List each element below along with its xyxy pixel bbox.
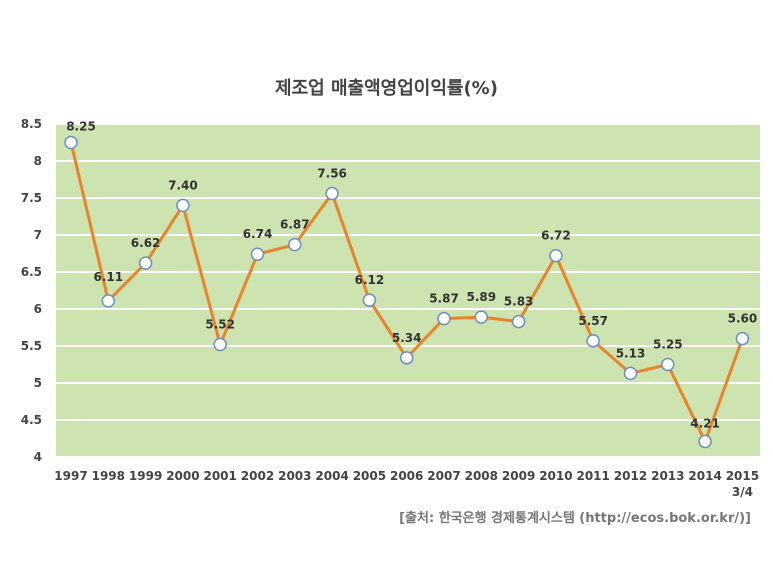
data-label: 6.11 [93, 270, 123, 284]
data-point [362, 293, 377, 307]
data-point [511, 314, 526, 329]
data-point [138, 256, 153, 270]
x-tick-label: 2009 [502, 469, 535, 483]
x-tick-label: 2000 [166, 469, 199, 483]
chart-title: 제조업 매출액영업이익률(%) [275, 78, 498, 99]
data-point [661, 357, 675, 372]
x-tick-label: 3/4 [732, 485, 753, 499]
data-point [586, 334, 600, 348]
data-label: 5.34 [392, 331, 422, 345]
y-tick-label: 5 [34, 376, 42, 390]
data-label: 5.57 [578, 314, 608, 328]
data-point [474, 310, 489, 324]
data-point [288, 237, 302, 252]
x-tick-label: 2005 [353, 469, 386, 483]
x-tick-label: 2001 [203, 469, 236, 483]
y-tick-label: 6 [34, 302, 42, 316]
data-label: 5.52 [205, 318, 235, 332]
data-label: 5.60 [728, 312, 758, 326]
x-tick-label: 2003 [278, 469, 311, 483]
data-point [325, 186, 339, 201]
data-point [176, 198, 190, 213]
data-label: 5.89 [466, 290, 496, 304]
x-tick-label: 2007 [427, 469, 460, 483]
data-label: 7.40 [168, 178, 198, 192]
data-point [213, 337, 227, 352]
data-point [735, 331, 750, 346]
data-label: 7.56 [317, 167, 347, 181]
y-tick-label: 5.5 [21, 339, 42, 353]
plot-area [56, 124, 760, 457]
data-label: 6.12 [355, 273, 385, 287]
data-label: 5.87 [429, 292, 459, 306]
y-tick-label: 6.5 [21, 265, 42, 279]
x-tick-label: 1999 [129, 469, 162, 483]
data-label: 8.25 [66, 120, 96, 134]
x-tick-label: 2013 [651, 469, 684, 483]
x-tick-label: 2010 [539, 469, 572, 483]
data-label: 6.74 [243, 227, 273, 241]
data-label: 5.83 [504, 295, 534, 309]
data-label: 5.13 [616, 346, 646, 360]
y-tick-label: 4.5 [21, 413, 42, 427]
y-tick-label: 7.5 [21, 191, 42, 205]
x-tick-label: 2011 [576, 469, 609, 483]
x-tick-label: 2012 [614, 469, 647, 483]
x-tick-label: 2015 [726, 469, 759, 483]
y-tick-label: 8.5 [21, 117, 42, 131]
x-tick-label: 2004 [315, 469, 348, 483]
data-label: 6.87 [280, 218, 310, 232]
data-point [101, 294, 116, 308]
data-point [250, 247, 265, 261]
data-label: 5.25 [653, 338, 683, 352]
x-tick-label: 2006 [390, 469, 423, 483]
x-tick-label: 1997 [54, 469, 87, 483]
source-note: [출처: 한국은행 경제통계시스템 (http://ecos.bok.or.kr… [399, 511, 751, 526]
data-label: 6.62 [131, 236, 161, 250]
x-tick-label: 1998 [92, 469, 125, 483]
data-point [399, 351, 414, 365]
data-point [64, 135, 78, 150]
data-point [698, 434, 712, 449]
data-point [549, 248, 563, 263]
data-label: 6.72 [541, 229, 571, 243]
x-tick-label: 2014 [688, 469, 721, 483]
y-tick-label: 4 [34, 450, 42, 464]
data-point [437, 311, 451, 326]
y-tick-label: 8 [34, 154, 42, 168]
y-tick-label: 7 [34, 228, 42, 242]
data-point [623, 366, 638, 381]
x-tick-label: 2002 [241, 469, 274, 483]
x-tick-label: 2008 [465, 469, 498, 483]
data-label: 4.21 [690, 416, 720, 430]
